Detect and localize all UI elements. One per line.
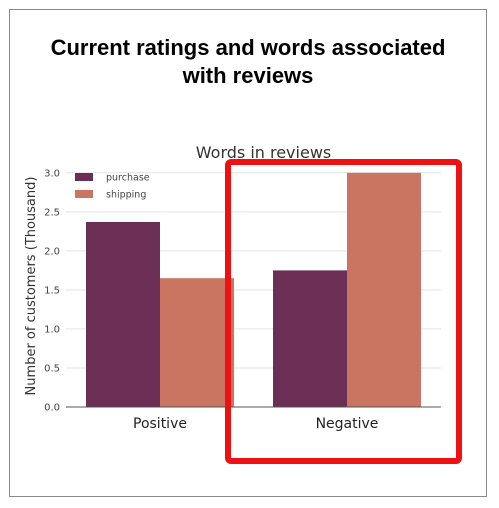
y-tick-label: 2.5 xyxy=(44,207,60,218)
bar-shipping-negative xyxy=(347,172,421,407)
y-tick-label: 3.0 xyxy=(44,168,60,179)
y-tick-label: 0.0 xyxy=(44,403,60,414)
y-axis-label: Number of customers (Thousand) xyxy=(24,177,39,396)
y-tick-label: 2.0 xyxy=(44,246,60,257)
y-tick-label: 1.5 xyxy=(44,285,60,296)
chart-title: Words in reviews xyxy=(196,143,331,162)
slide-title: Current ratings and words associated wit… xyxy=(9,34,487,90)
legend-swatch-shipping xyxy=(75,190,93,198)
x-tick-label-negative: Negative xyxy=(316,416,379,432)
legend-label-shipping: shipping xyxy=(106,190,146,201)
slide-title-line-2: with reviews xyxy=(182,63,314,88)
bar-purchase-positive xyxy=(86,221,160,407)
bar-shipping-positive xyxy=(160,278,234,407)
highlight-box xyxy=(225,159,462,464)
legend-swatch-purchase xyxy=(75,173,93,181)
x-tick-label-positive: Positive xyxy=(133,416,187,432)
y-tick-label: 0.5 xyxy=(44,363,60,374)
legend-label-purchase: purchase xyxy=(106,173,150,184)
slide-title-line-1: Current ratings and words associated xyxy=(50,35,446,60)
bar-purchase-negative xyxy=(273,270,347,407)
y-tick-label: 1.0 xyxy=(44,324,60,335)
